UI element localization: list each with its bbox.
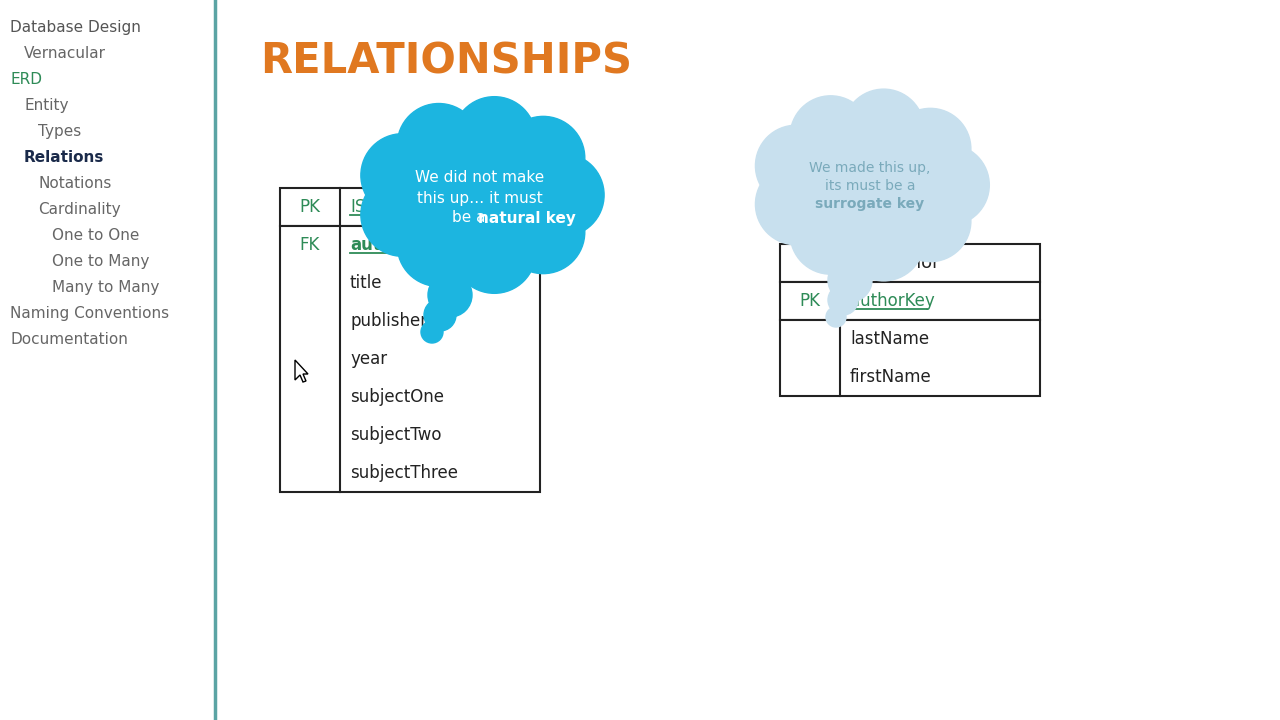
Text: Author: Author bbox=[879, 254, 941, 272]
Ellipse shape bbox=[791, 135, 948, 235]
Text: We made this up,: We made this up, bbox=[809, 161, 931, 175]
Ellipse shape bbox=[398, 143, 562, 247]
Circle shape bbox=[361, 134, 444, 217]
Text: subjectTwo: subjectTwo bbox=[349, 426, 442, 444]
Circle shape bbox=[755, 125, 837, 207]
Circle shape bbox=[502, 190, 585, 274]
Text: One to Many: One to Many bbox=[52, 254, 150, 269]
Text: subjectThree: subjectThree bbox=[349, 464, 458, 482]
Circle shape bbox=[424, 299, 456, 331]
Text: this up… it must: this up… it must bbox=[417, 191, 543, 205]
Circle shape bbox=[453, 210, 536, 293]
Text: Cardinality: Cardinality bbox=[38, 202, 120, 217]
Text: authorKey: authorKey bbox=[850, 292, 934, 310]
Text: publisher: publisher bbox=[349, 312, 428, 330]
Text: Relations: Relations bbox=[24, 150, 105, 165]
Circle shape bbox=[826, 307, 846, 327]
Circle shape bbox=[828, 285, 858, 315]
Text: PK: PK bbox=[300, 198, 320, 216]
Text: firstName: firstName bbox=[850, 368, 932, 386]
Text: lastName: lastName bbox=[850, 330, 929, 348]
Circle shape bbox=[428, 273, 472, 317]
Text: its must be a: its must be a bbox=[824, 179, 915, 193]
Circle shape bbox=[521, 153, 604, 237]
Text: Database Design: Database Design bbox=[10, 20, 141, 35]
Circle shape bbox=[844, 199, 924, 281]
Bar bbox=[280, 188, 540, 226]
Text: ISBN: ISBN bbox=[349, 198, 389, 216]
Text: RELATIONSHIPS: RELATIONSHIPS bbox=[260, 40, 632, 82]
Text: Many to Many: Many to Many bbox=[52, 280, 160, 295]
Text: subjectOne: subjectOne bbox=[349, 388, 444, 406]
Text: Notations: Notations bbox=[38, 176, 111, 191]
Circle shape bbox=[361, 173, 444, 256]
Circle shape bbox=[790, 193, 872, 274]
Text: Vernacular: Vernacular bbox=[24, 46, 106, 61]
Circle shape bbox=[397, 203, 480, 287]
Circle shape bbox=[890, 181, 972, 261]
Text: authorKey: authorKey bbox=[349, 236, 447, 254]
Text: Types: Types bbox=[38, 124, 81, 139]
Circle shape bbox=[397, 104, 480, 186]
Text: FK: FK bbox=[300, 236, 320, 254]
Text: One to One: One to One bbox=[52, 228, 140, 243]
Circle shape bbox=[890, 108, 972, 189]
Text: title: title bbox=[349, 274, 383, 292]
Text: We did not make: We did not make bbox=[416, 171, 544, 186]
Text: year: year bbox=[349, 350, 387, 368]
Circle shape bbox=[909, 145, 989, 225]
Circle shape bbox=[755, 163, 837, 245]
Circle shape bbox=[844, 89, 924, 170]
Text: natural key: natural key bbox=[477, 210, 576, 225]
Bar bbox=[280, 226, 540, 492]
Bar bbox=[780, 320, 1039, 396]
Text: surrogate key: surrogate key bbox=[815, 197, 924, 211]
Circle shape bbox=[502, 117, 585, 199]
Text: Naming Conventions: Naming Conventions bbox=[10, 306, 169, 321]
Circle shape bbox=[453, 96, 536, 180]
Circle shape bbox=[828, 258, 872, 302]
Text: ERD: ERD bbox=[10, 72, 42, 87]
Circle shape bbox=[790, 96, 872, 177]
Text: be a: be a bbox=[452, 210, 490, 225]
Circle shape bbox=[421, 321, 443, 343]
Bar bbox=[780, 282, 1039, 320]
Polygon shape bbox=[294, 360, 308, 382]
Text: Documentation: Documentation bbox=[10, 332, 128, 347]
Text: PK: PK bbox=[800, 292, 820, 310]
Bar bbox=[780, 244, 1039, 282]
Text: Entity: Entity bbox=[24, 98, 69, 113]
